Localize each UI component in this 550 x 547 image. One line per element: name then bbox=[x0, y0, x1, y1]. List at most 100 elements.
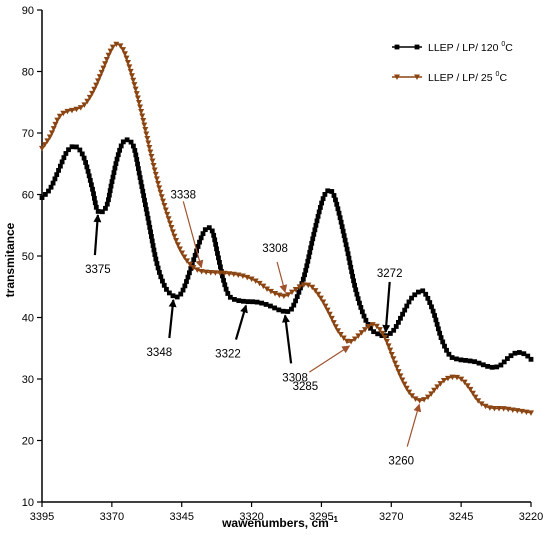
data-point bbox=[142, 126, 149, 133]
data-point bbox=[52, 121, 59, 128]
data-point bbox=[186, 261, 193, 268]
data-point bbox=[158, 274, 164, 280]
legend-marker bbox=[394, 44, 400, 50]
data-point bbox=[94, 78, 101, 84]
annotation-arrow bbox=[234, 304, 248, 340]
data-point bbox=[244, 274, 251, 281]
data-point bbox=[61, 155, 67, 161]
data-point bbox=[396, 320, 401, 325]
annotation-label: 3260 bbox=[388, 456, 414, 468]
data-point bbox=[89, 90, 96, 97]
data-point bbox=[128, 139, 134, 145]
data-point bbox=[376, 327, 383, 333]
data-point bbox=[162, 207, 169, 213]
data-point bbox=[280, 308, 286, 314]
data-point bbox=[39, 195, 45, 200]
data-point bbox=[112, 165, 118, 171]
data-point bbox=[381, 334, 388, 341]
data-point bbox=[46, 134, 53, 140]
data-point bbox=[217, 259, 222, 265]
data-point bbox=[373, 323, 380, 330]
data-point bbox=[292, 286, 299, 293]
data-point bbox=[73, 106, 80, 113]
data-point bbox=[254, 299, 260, 305]
data-point bbox=[178, 291, 184, 297]
data-point bbox=[109, 179, 115, 184]
series-layer bbox=[39, 41, 534, 416]
data-point bbox=[157, 189, 164, 196]
data-point bbox=[438, 335, 444, 340]
x-tick-label: 3220 bbox=[519, 511, 543, 523]
data-point bbox=[164, 211, 171, 218]
data-point bbox=[430, 308, 436, 314]
data-point bbox=[395, 369, 402, 375]
data-point bbox=[115, 152, 121, 158]
data-point bbox=[167, 220, 174, 227]
data-point bbox=[158, 194, 165, 200]
data-point bbox=[191, 257, 197, 263]
data-point bbox=[300, 276, 306, 282]
data-point bbox=[91, 191, 96, 197]
data-point bbox=[152, 171, 159, 178]
data-point bbox=[149, 238, 155, 244]
data-point bbox=[518, 408, 525, 415]
data-point bbox=[50, 180, 56, 186]
data-point bbox=[41, 142, 48, 148]
legend-label: LLEP / LP/ 25 0C bbox=[428, 71, 507, 84]
series-1 bbox=[39, 41, 534, 416]
data-point bbox=[88, 182, 94, 188]
y-tick-label: 40 bbox=[22, 313, 34, 325]
data-point bbox=[146, 144, 153, 151]
data-point bbox=[124, 59, 131, 66]
data-point bbox=[500, 406, 507, 412]
data-point bbox=[365, 324, 372, 330]
data-point bbox=[226, 271, 233, 277]
x-axis-title: wawenumbers, cm−1 bbox=[221, 515, 338, 530]
data-point bbox=[74, 144, 79, 150]
data-point bbox=[322, 191, 328, 197]
data-point bbox=[523, 409, 530, 416]
data-point bbox=[137, 104, 144, 111]
data-point bbox=[328, 315, 335, 322]
data-point bbox=[106, 192, 112, 198]
x-tick-label: 3370 bbox=[100, 511, 124, 523]
data-point bbox=[264, 286, 271, 292]
data-point bbox=[340, 335, 347, 341]
data-point bbox=[168, 225, 175, 231]
legend: LLEP / LP/ 120 0C LLEP / LP/ 25 0C bbox=[392, 41, 513, 84]
data-point bbox=[93, 204, 99, 210]
data-point bbox=[100, 65, 107, 72]
data-point bbox=[180, 287, 186, 293]
data-point bbox=[152, 252, 158, 257]
data-point bbox=[120, 47, 127, 53]
data-point bbox=[435, 326, 441, 332]
data-point bbox=[494, 364, 500, 370]
data-point bbox=[480, 362, 486, 368]
y-tick-label: 50 bbox=[22, 251, 34, 263]
data-point bbox=[130, 143, 136, 149]
data-point bbox=[148, 153, 155, 160]
data-point bbox=[496, 406, 503, 412]
data-point bbox=[150, 243, 156, 248]
data-point bbox=[114, 156, 120, 162]
data-point bbox=[143, 131, 150, 137]
data-point bbox=[434, 384, 441, 390]
data-point bbox=[521, 351, 527, 357]
data-point bbox=[464, 383, 471, 389]
data-point bbox=[392, 360, 399, 367]
data-point bbox=[425, 295, 431, 301]
data-point bbox=[216, 255, 221, 261]
data-point bbox=[352, 282, 357, 288]
data-point bbox=[96, 74, 103, 80]
data-point bbox=[461, 379, 468, 386]
data-point bbox=[320, 299, 327, 306]
data-point bbox=[216, 270, 223, 276]
data-point bbox=[218, 264, 223, 270]
data-point bbox=[148, 229, 153, 235]
data-point bbox=[294, 294, 300, 299]
data-point bbox=[322, 303, 329, 310]
data-point bbox=[359, 309, 365, 315]
data-point bbox=[120, 139, 126, 145]
data-point bbox=[335, 328, 342, 334]
data-point bbox=[102, 61, 109, 67]
